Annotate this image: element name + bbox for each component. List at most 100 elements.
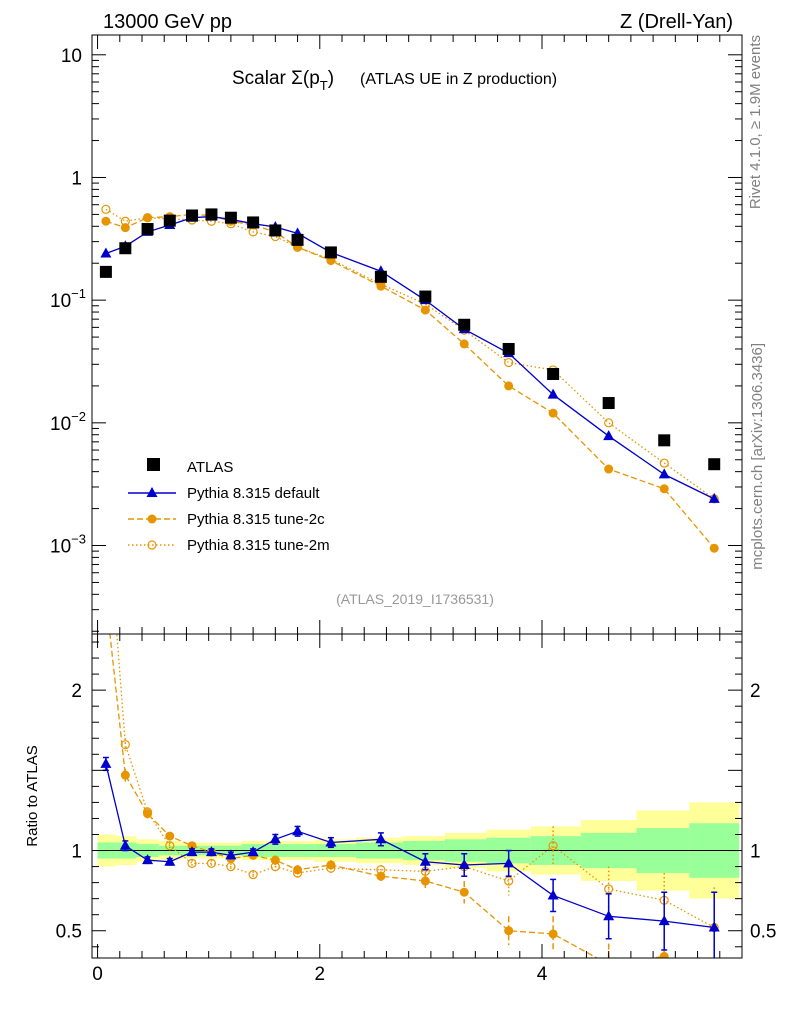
ratio-y-label: Ratio to ATLAS: [24, 745, 41, 846]
ratio-point-pythia-8-315-default: [119, 839, 131, 850]
main-point-pythia-8-315-tune-2m: [604, 418, 614, 428]
ratio-point-pythia-8-315-tune-2c: [101, 593, 110, 602]
ratio-point-pythia-8-315-tune-2c: [120, 770, 130, 780]
ratio-point-pythia-8-315-default: [503, 857, 515, 868]
main-point-pythia-8-315-default: [100, 247, 112, 258]
tick-exponent: −2: [71, 409, 86, 424]
chart-title-main: Scalar Σ(p: [232, 68, 320, 89]
main-point-atlas: [99, 265, 112, 278]
ratio-point-pythia-8-315-default: [225, 849, 237, 860]
ratio-y-tick-label-right: 1: [750, 842, 761, 863]
rivet-version-label: Rivet 4.1.0, ≥ 1.9M events: [747, 35, 764, 209]
main-point-atlas: [602, 397, 615, 410]
ratio-x-axis: 0 2 4: [92, 634, 743, 985]
legend-label-tune-2c: Pythia 8.315 tune-2c: [187, 511, 325, 528]
main-point-pythia-8-315-tune-2m: [101, 204, 111, 214]
main-y-axis: 10 1 10−1 10−2 10−3: [50, 46, 742, 632]
main-point-pythia-8-315-tune-2c: [143, 213, 153, 223]
main-point-pythia-8-315-tune-2m: [659, 458, 669, 468]
main-point-atlas: [502, 342, 515, 355]
ratio-point-pythia-8-315-tune-2m: [504, 876, 514, 886]
ratio-point-pythia-8-315-tune-2c: [420, 876, 430, 886]
main-point-pythia-8-315-tune-2c: [504, 381, 514, 391]
ratio-line-pythia-8-315-tune-2c: [109, 634, 670, 958]
main-y-tick-label: 10−3: [50, 532, 86, 558]
ratio-point-pythia-8-315-tune-2m: [604, 884, 614, 894]
main-point-atlas: [547, 368, 560, 381]
main-point-pythia-8-315-tune-2c: [548, 408, 558, 418]
chart-title-rest: (ATLAS UE in Z production): [360, 71, 557, 88]
ratio-point-pythia-8-315-default: [458, 858, 470, 869]
ratio-point-pythia-8-315-tune-2c: [659, 951, 669, 958]
tick-exponent: −3: [71, 532, 86, 547]
ratio-point-pythia-8-315-default: [269, 833, 281, 844]
legend-label-tune-2m: Pythia 8.315 tune-2m: [187, 537, 330, 554]
ratio-point-pythia-8-315-tune-2c: [326, 860, 336, 870]
ratio-point-pythia-8-315-default: [247, 846, 259, 857]
ratio-line-pythia-8-315-tune-2m: [116, 634, 715, 929]
ratio-point-pythia-8-315-tune-2m: [120, 740, 130, 750]
mcplots-url-label: mcplots.cern.ch [arXiv:1306.3436]: [749, 343, 766, 570]
ratio-point-pythia-8-315-tune-2m: [248, 869, 258, 880]
main-x-ticks: [97, 35, 743, 634]
main-point-atlas: [291, 233, 304, 246]
ratio-point-pythia-8-315-tune-2m: [102, 487, 110, 495]
main-point-atlas: [224, 211, 237, 224]
main-point-atlas: [458, 318, 471, 331]
main-point-pythia-8-315-default: [603, 430, 615, 441]
main-point-atlas: [186, 209, 198, 222]
legend: ATLAS Pythia 8.315 default Pythia 8.315 …: [128, 458, 330, 554]
energy-label: 13000 GeV pp: [103, 11, 232, 33]
ratio-y-tick-label: 1: [71, 842, 82, 863]
main-series-layer: [99, 204, 721, 553]
main-point-pythia-8-315-tune-2c: [120, 223, 130, 233]
ratio-point-pythia-8-315-tune-2c: [270, 855, 280, 865]
chart-title-close: ): [328, 68, 334, 89]
chart-title: Scalar Σ(pT): [232, 68, 334, 93]
ratio-point-pythia-8-315-default: [100, 757, 112, 768]
ratio-point-pythia-8-315-tune-2c: [710, 973, 719, 982]
ratio-panel: 0.5 0.5 1 1 2 2 0 2 4 Ratio to ATLAS: [24, 487, 776, 985]
legend-label-default: Pythia 8.315 default: [187, 485, 320, 502]
main-y-tick-label: 10−2: [50, 409, 86, 435]
main-y-tick-label: 10: [61, 46, 82, 67]
ratio-point-pythia-8-315-tune-2c: [459, 887, 469, 897]
ratio-point-pythia-8-315-tune-2c: [548, 929, 558, 939]
ratio-point-pythia-8-315-default: [658, 915, 670, 926]
main-line-pythia-8-315-default: [105, 215, 715, 500]
ratio-point-pythia-8-315-default: [375, 833, 387, 844]
legend-marker-atlas: [147, 458, 160, 471]
ratio-point-pythia-8-315-tune-2m: [165, 841, 175, 851]
main-point-pythia-8-315-default: [547, 388, 559, 399]
ratio-point-pythia-8-315-default: [164, 855, 176, 866]
ratio-point-pythia-8-315-default: [325, 836, 337, 847]
ratio-point-pythia-8-315-tune-2c: [165, 831, 175, 841]
main-point-atlas: [269, 224, 282, 237]
ratio-y-tick-label: 2: [71, 681, 82, 702]
main-point-atlas: [324, 246, 337, 259]
x-tick-label: 2: [314, 964, 325, 985]
main-point-atlas: [374, 270, 387, 283]
main-y-tick-label: 1: [71, 168, 82, 189]
ratio-point-pythia-8-315-tune-2c: [376, 871, 386, 881]
ratio-series-layer: [100, 487, 720, 982]
main-y-tick-label: 10−1: [50, 286, 86, 312]
x-tick-label: 4: [537, 964, 548, 985]
main-panel: 10 1 10−1 10−2 10−3 Scalar Σ(pT) (ATLAS UE i…: [50, 34, 743, 635]
main-point-pythia-8-315-default: [658, 468, 670, 479]
main-point-atlas: [658, 434, 671, 447]
legend-marker-default: [146, 487, 158, 497]
ratio-point-pythia-8-315-default: [142, 854, 154, 865]
ratio-frame: [91, 633, 743, 959]
legend-label-atlas: ATLAS: [187, 459, 233, 476]
ratio-point-pythia-8-315-tune-2c: [504, 926, 514, 936]
ratio-y-axis: 0.5 0.5 1 1 2 2: [56, 641, 776, 948]
main-point-pythia-8-315-tune-2c: [101, 216, 111, 226]
chart-title-subscript: T: [320, 78, 328, 93]
main-point-pythia-8-315-tune-2c: [604, 464, 614, 474]
ratio-point-pythia-8-315-default: [547, 889, 559, 900]
main-point-atlas: [141, 223, 154, 236]
ratio-point-pythia-8-315-default: [186, 846, 198, 857]
ratio-point-pythia-8-315-tune-2m: [226, 861, 236, 872]
main-point-atlas: [119, 242, 132, 255]
